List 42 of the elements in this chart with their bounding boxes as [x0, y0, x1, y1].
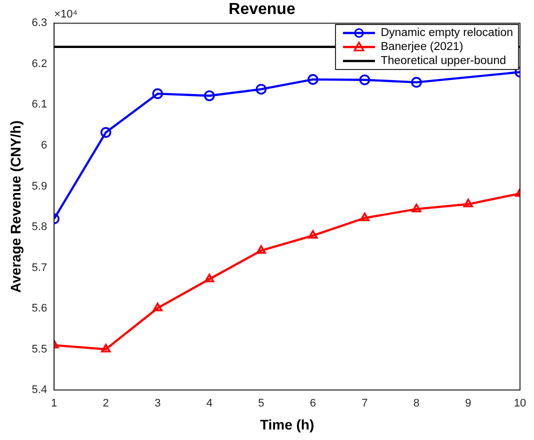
point	[100, 127, 112, 138]
y-tick-label: 5.9	[32, 180, 48, 192]
x-tick-label: 8	[413, 398, 420, 410]
point	[152, 302, 162, 312]
point	[256, 84, 267, 95]
x-tick-label: 10	[514, 398, 526, 410]
point	[204, 274, 214, 282]
x-tick-label: 9	[465, 398, 472, 410]
y-tick-label: 5.6	[32, 302, 48, 315]
y-axis-title: Average Revenue (CNY/h)	[7, 120, 24, 293]
legend-label: Banerjee (2021)	[380, 40, 464, 54]
x-tick-label: 1	[51, 398, 58, 410]
x-axis-title: Time (h)	[260, 416, 314, 432]
point	[101, 344, 111, 352]
y-tick-label: 6.1	[32, 98, 48, 111]
y-tick-label: 5.4	[32, 384, 48, 396]
legend-label: Theoretical upper-bound	[380, 54, 506, 68]
x-tick-label: 6	[310, 398, 316, 410]
text: ×10⁴	[54, 8, 78, 21]
point	[152, 88, 164, 100]
x-tick-label: 4	[206, 398, 212, 410]
x-tick-label: 3	[154, 398, 161, 410]
point	[360, 212, 370, 222]
chart-title: Revenue	[228, 1, 296, 18]
point	[411, 76, 422, 88]
point	[412, 204, 422, 212]
y-tick-label: 5.8	[32, 221, 48, 234]
y-tick-label: 6	[40, 140, 48, 152]
x-tick-label: 7	[362, 398, 368, 410]
y-tick-label: 6.3	[32, 17, 48, 30]
point	[308, 74, 318, 85]
legend-label: Dynamic empty relocation	[380, 26, 513, 40]
point	[204, 90, 215, 102]
y-tick-label: 5.7	[32, 262, 48, 274]
point	[359, 74, 370, 86]
point	[463, 198, 474, 208]
point	[256, 245, 266, 254]
point	[308, 230, 318, 239]
x-tick-label: 2	[102, 398, 109, 410]
y-tick-label: 5.5	[32, 343, 48, 356]
y-tick-label: 6.2	[32, 58, 48, 70]
x-tick-label: 5	[258, 398, 264, 410]
